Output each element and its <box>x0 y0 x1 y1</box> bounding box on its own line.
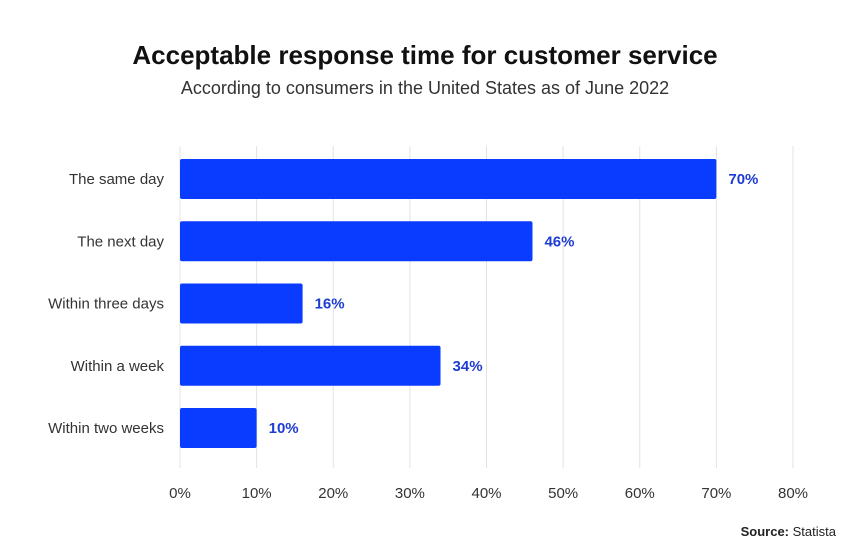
value-label: 46% <box>544 233 574 250</box>
x-tick-label: 70% <box>701 485 731 502</box>
bar <box>180 345 441 386</box>
x-tick-label: 20% <box>318 485 348 502</box>
x-tick-label: 30% <box>395 485 425 502</box>
category-label: Within a week <box>71 358 165 375</box>
chart-subtitle: According to consumers in the United Sta… <box>180 78 670 98</box>
bar <box>180 221 533 262</box>
category-label: Within three days <box>48 296 164 313</box>
bar <box>180 283 303 324</box>
category-label: Within two weeks <box>48 420 164 437</box>
bar <box>180 159 717 199</box>
chart-title: Acceptable response time for customer se… <box>132 40 718 70</box>
source-note: Source: Statista <box>741 524 836 539</box>
value-label: 16% <box>315 296 345 313</box>
x-tick-label: 50% <box>548 485 578 502</box>
x-tick-label: 60% <box>625 485 655 502</box>
x-tick-label: 80% <box>778 485 808 502</box>
source-label: Source: <box>740 524 790 539</box>
source-name: Statista <box>792 524 836 539</box>
value-label: 34% <box>453 358 483 375</box>
category-label: The same day <box>69 171 165 188</box>
x-tick-label: 0% <box>169 485 191 502</box>
value-label: 70% <box>728 171 758 188</box>
bar <box>180 408 257 448</box>
value-label: 10% <box>269 420 299 437</box>
x-tick-label: 10% <box>242 485 272 502</box>
category-label: The next day <box>77 233 164 250</box>
x-tick-label: 40% <box>471 485 501 502</box>
